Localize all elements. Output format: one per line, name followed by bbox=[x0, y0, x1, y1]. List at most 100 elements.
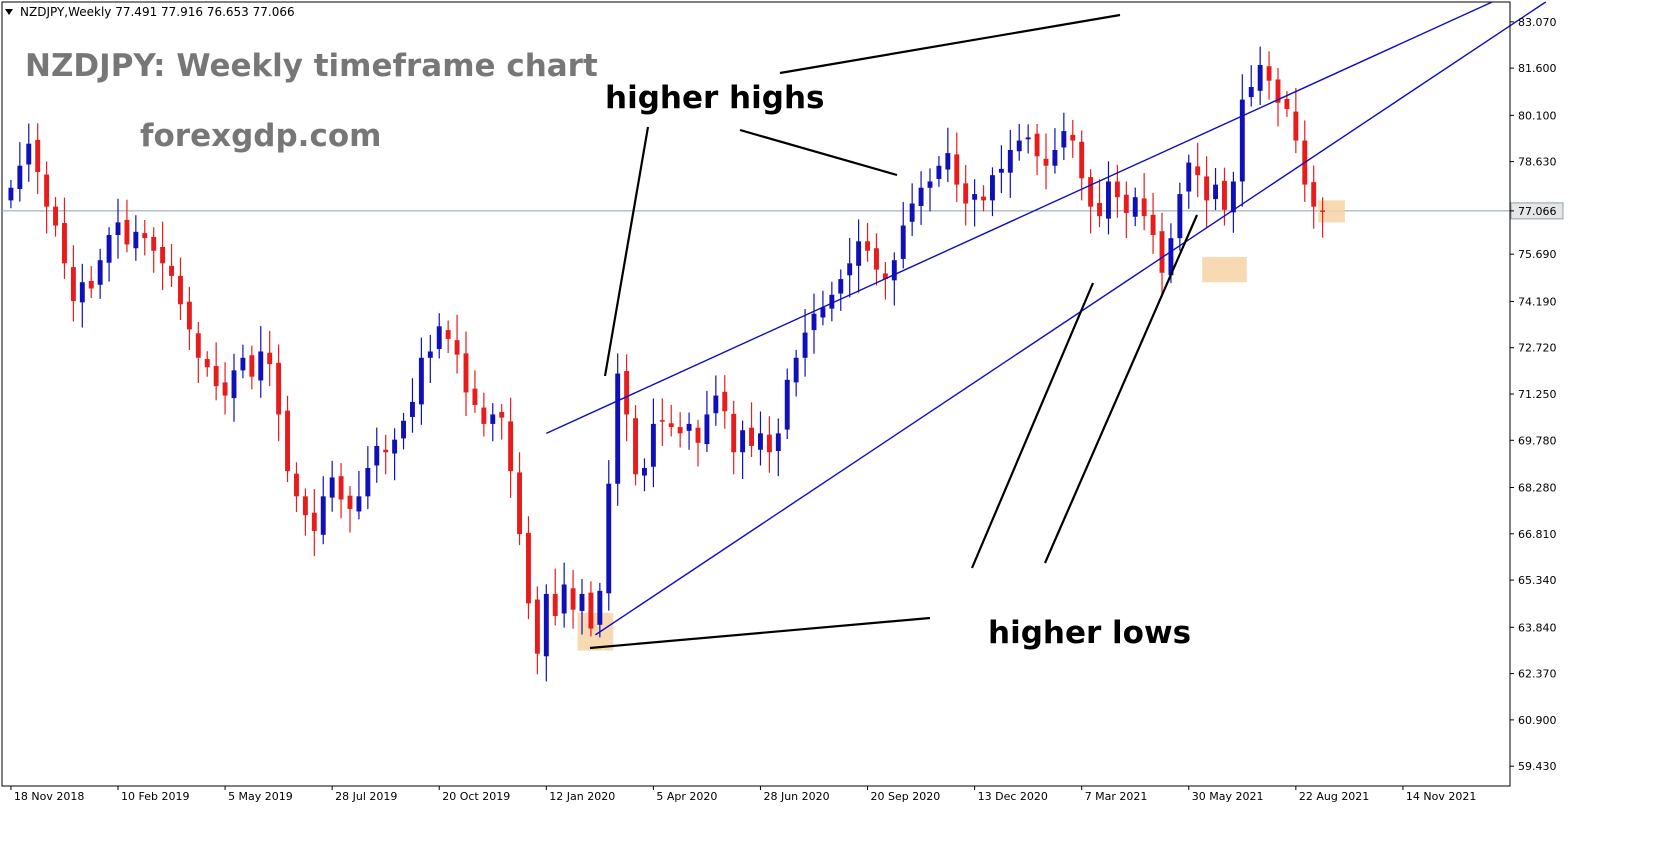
candle bbox=[106, 227, 112, 282]
candle bbox=[722, 375, 728, 429]
pointer-highs-2 bbox=[603, 126, 650, 377]
candle bbox=[311, 489, 317, 557]
candle bbox=[338, 463, 344, 519]
candle bbox=[1159, 212, 1165, 297]
pointer-lines-layer bbox=[589, 13, 1199, 650]
candle bbox=[838, 269, 844, 311]
candle bbox=[17, 142, 23, 202]
x-tick-label: 10 Feb 2019 bbox=[121, 790, 189, 803]
candle bbox=[847, 237, 853, 298]
candle bbox=[820, 290, 826, 326]
candle bbox=[775, 418, 781, 477]
higher-highs-annotation: higher highs bbox=[605, 80, 825, 116]
candle bbox=[204, 351, 210, 377]
symbol-menu-arrow-icon[interactable] bbox=[5, 9, 13, 15]
candle bbox=[695, 419, 701, 467]
x-tick-label: 13 Dec 2020 bbox=[978, 790, 1048, 803]
chart-header: NZDJPY,Weekly 77.491 77.916 76.653 77.06… bbox=[20, 5, 295, 19]
candle bbox=[945, 127, 951, 183]
candle bbox=[26, 123, 32, 182]
website-label: forexgdp.com bbox=[140, 118, 382, 154]
x-tick-label: 5 May 2019 bbox=[228, 790, 293, 803]
candle bbox=[1204, 156, 1210, 228]
candle bbox=[249, 345, 255, 390]
candles-layer bbox=[8, 46, 1326, 682]
candle bbox=[427, 334, 433, 383]
candle bbox=[659, 398, 665, 446]
candle bbox=[1266, 51, 1272, 100]
candle bbox=[231, 353, 237, 422]
candle bbox=[240, 344, 246, 379]
candle bbox=[320, 476, 326, 545]
y-tick-label: 59.430 bbox=[1518, 760, 1557, 773]
candle bbox=[1248, 65, 1254, 107]
candle bbox=[356, 470, 362, 520]
candle bbox=[918, 171, 924, 225]
x-tick-label: 28 Jun 2020 bbox=[763, 790, 829, 803]
candle bbox=[1311, 165, 1317, 229]
x-tick-label: 12 Jan 2020 bbox=[549, 790, 615, 803]
candle bbox=[436, 313, 442, 359]
candle bbox=[1213, 168, 1218, 211]
candle bbox=[329, 460, 335, 512]
candle bbox=[160, 221, 166, 291]
x-tick-label: 28 Jul 2019 bbox=[335, 790, 397, 803]
candle bbox=[561, 562, 567, 628]
candle bbox=[285, 395, 290, 483]
candle bbox=[1061, 112, 1067, 161]
candle bbox=[1052, 128, 1058, 174]
candle bbox=[401, 412, 406, 450]
candle bbox=[62, 197, 67, 280]
y-tick-label: 77.066 bbox=[1518, 205, 1557, 218]
candle bbox=[633, 405, 638, 486]
candle bbox=[749, 402, 754, 457]
candle bbox=[1293, 87, 1299, 154]
candle bbox=[909, 183, 915, 236]
y-tick-label: 83.070 bbox=[1518, 16, 1557, 29]
candle bbox=[1275, 68, 1281, 127]
y-tick-label: 81.600 bbox=[1518, 62, 1557, 75]
higher-lows-annotation: higher lows bbox=[988, 615, 1192, 651]
support-highlight-3 bbox=[1318, 200, 1345, 223]
y-tick-label: 60.900 bbox=[1518, 714, 1557, 727]
pointer-highs-3 bbox=[739, 128, 898, 177]
candle bbox=[365, 446, 371, 509]
y-tick-label: 63.840 bbox=[1518, 621, 1557, 634]
candle bbox=[35, 123, 41, 195]
pointer-lows-1 bbox=[589, 616, 931, 650]
y-tick-label: 78.630 bbox=[1518, 156, 1557, 169]
candle bbox=[856, 219, 862, 293]
candle bbox=[829, 281, 835, 322]
candle bbox=[222, 362, 228, 415]
candle bbox=[972, 179, 978, 227]
candle bbox=[668, 404, 674, 437]
candle bbox=[8, 179, 14, 209]
candle bbox=[597, 582, 603, 638]
pointer-lows-3 bbox=[1043, 214, 1199, 564]
candle bbox=[186, 286, 192, 350]
x-tick-label: 20 Sep 2020 bbox=[871, 790, 941, 803]
candle bbox=[517, 452, 522, 546]
candle bbox=[410, 378, 415, 433]
y-tick-label: 65.340 bbox=[1518, 574, 1557, 587]
candle bbox=[1177, 182, 1183, 251]
candle bbox=[44, 161, 50, 234]
candle bbox=[811, 293, 817, 354]
candle bbox=[1007, 129, 1013, 198]
lower-channel-line bbox=[594, 1, 1547, 636]
pointer-lows-2 bbox=[970, 282, 1095, 569]
candle bbox=[579, 579, 585, 635]
candle bbox=[302, 488, 308, 536]
candle bbox=[267, 330, 273, 387]
candle bbox=[874, 233, 879, 286]
candle bbox=[570, 569, 576, 629]
y-tick-label: 69.780 bbox=[1518, 434, 1557, 447]
candle bbox=[793, 349, 799, 397]
candle bbox=[1257, 46, 1263, 105]
x-tick-label: 30 May 2021 bbox=[1192, 790, 1264, 803]
support-highlight-1 bbox=[577, 612, 614, 651]
candle bbox=[53, 197, 58, 237]
candle bbox=[624, 354, 630, 442]
candle bbox=[713, 375, 719, 426]
